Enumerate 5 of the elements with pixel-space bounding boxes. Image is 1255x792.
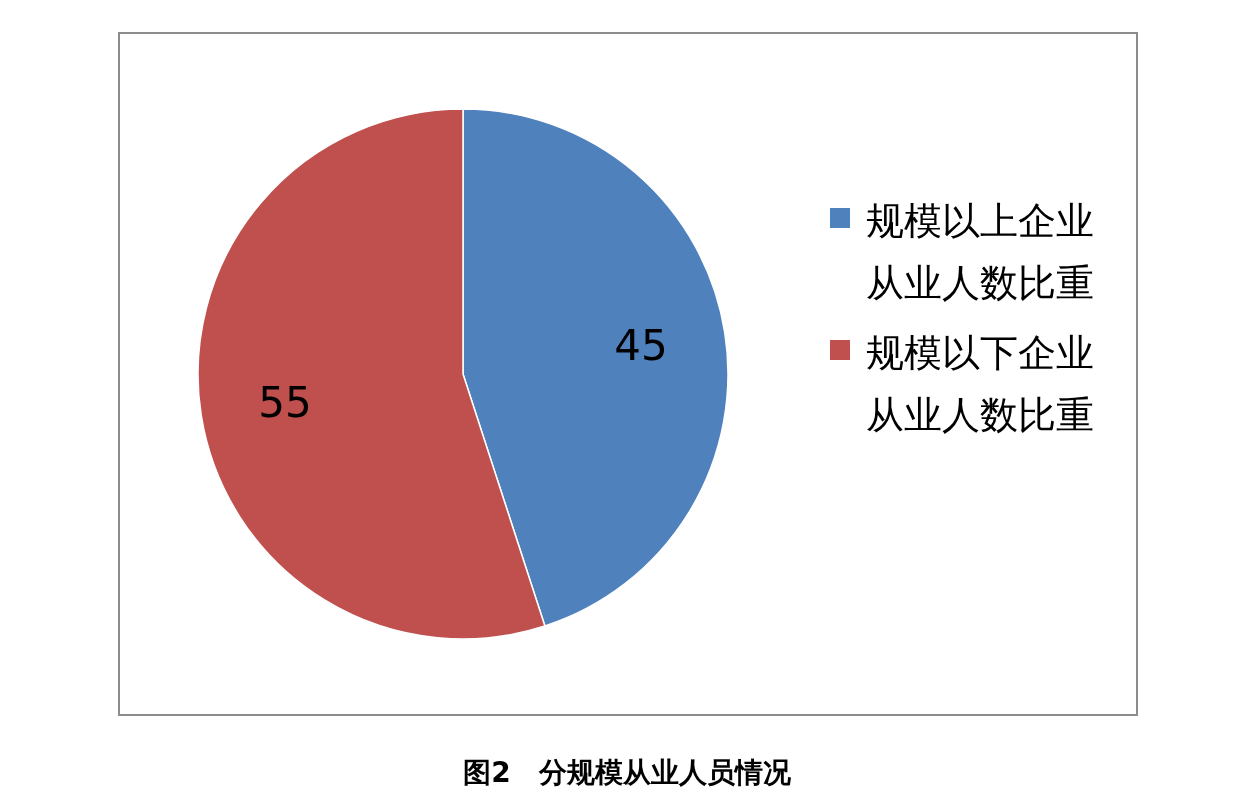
legend-label: 规模以上企业从业人数比重 [866, 199, 1094, 305]
legend-label: 规模以下企业从业人数比重 [866, 331, 1094, 437]
data-label: 55 [258, 377, 312, 427]
data-label: 45 [614, 321, 668, 371]
text: 图2 分规模从业人员情况 [463, 756, 792, 789]
